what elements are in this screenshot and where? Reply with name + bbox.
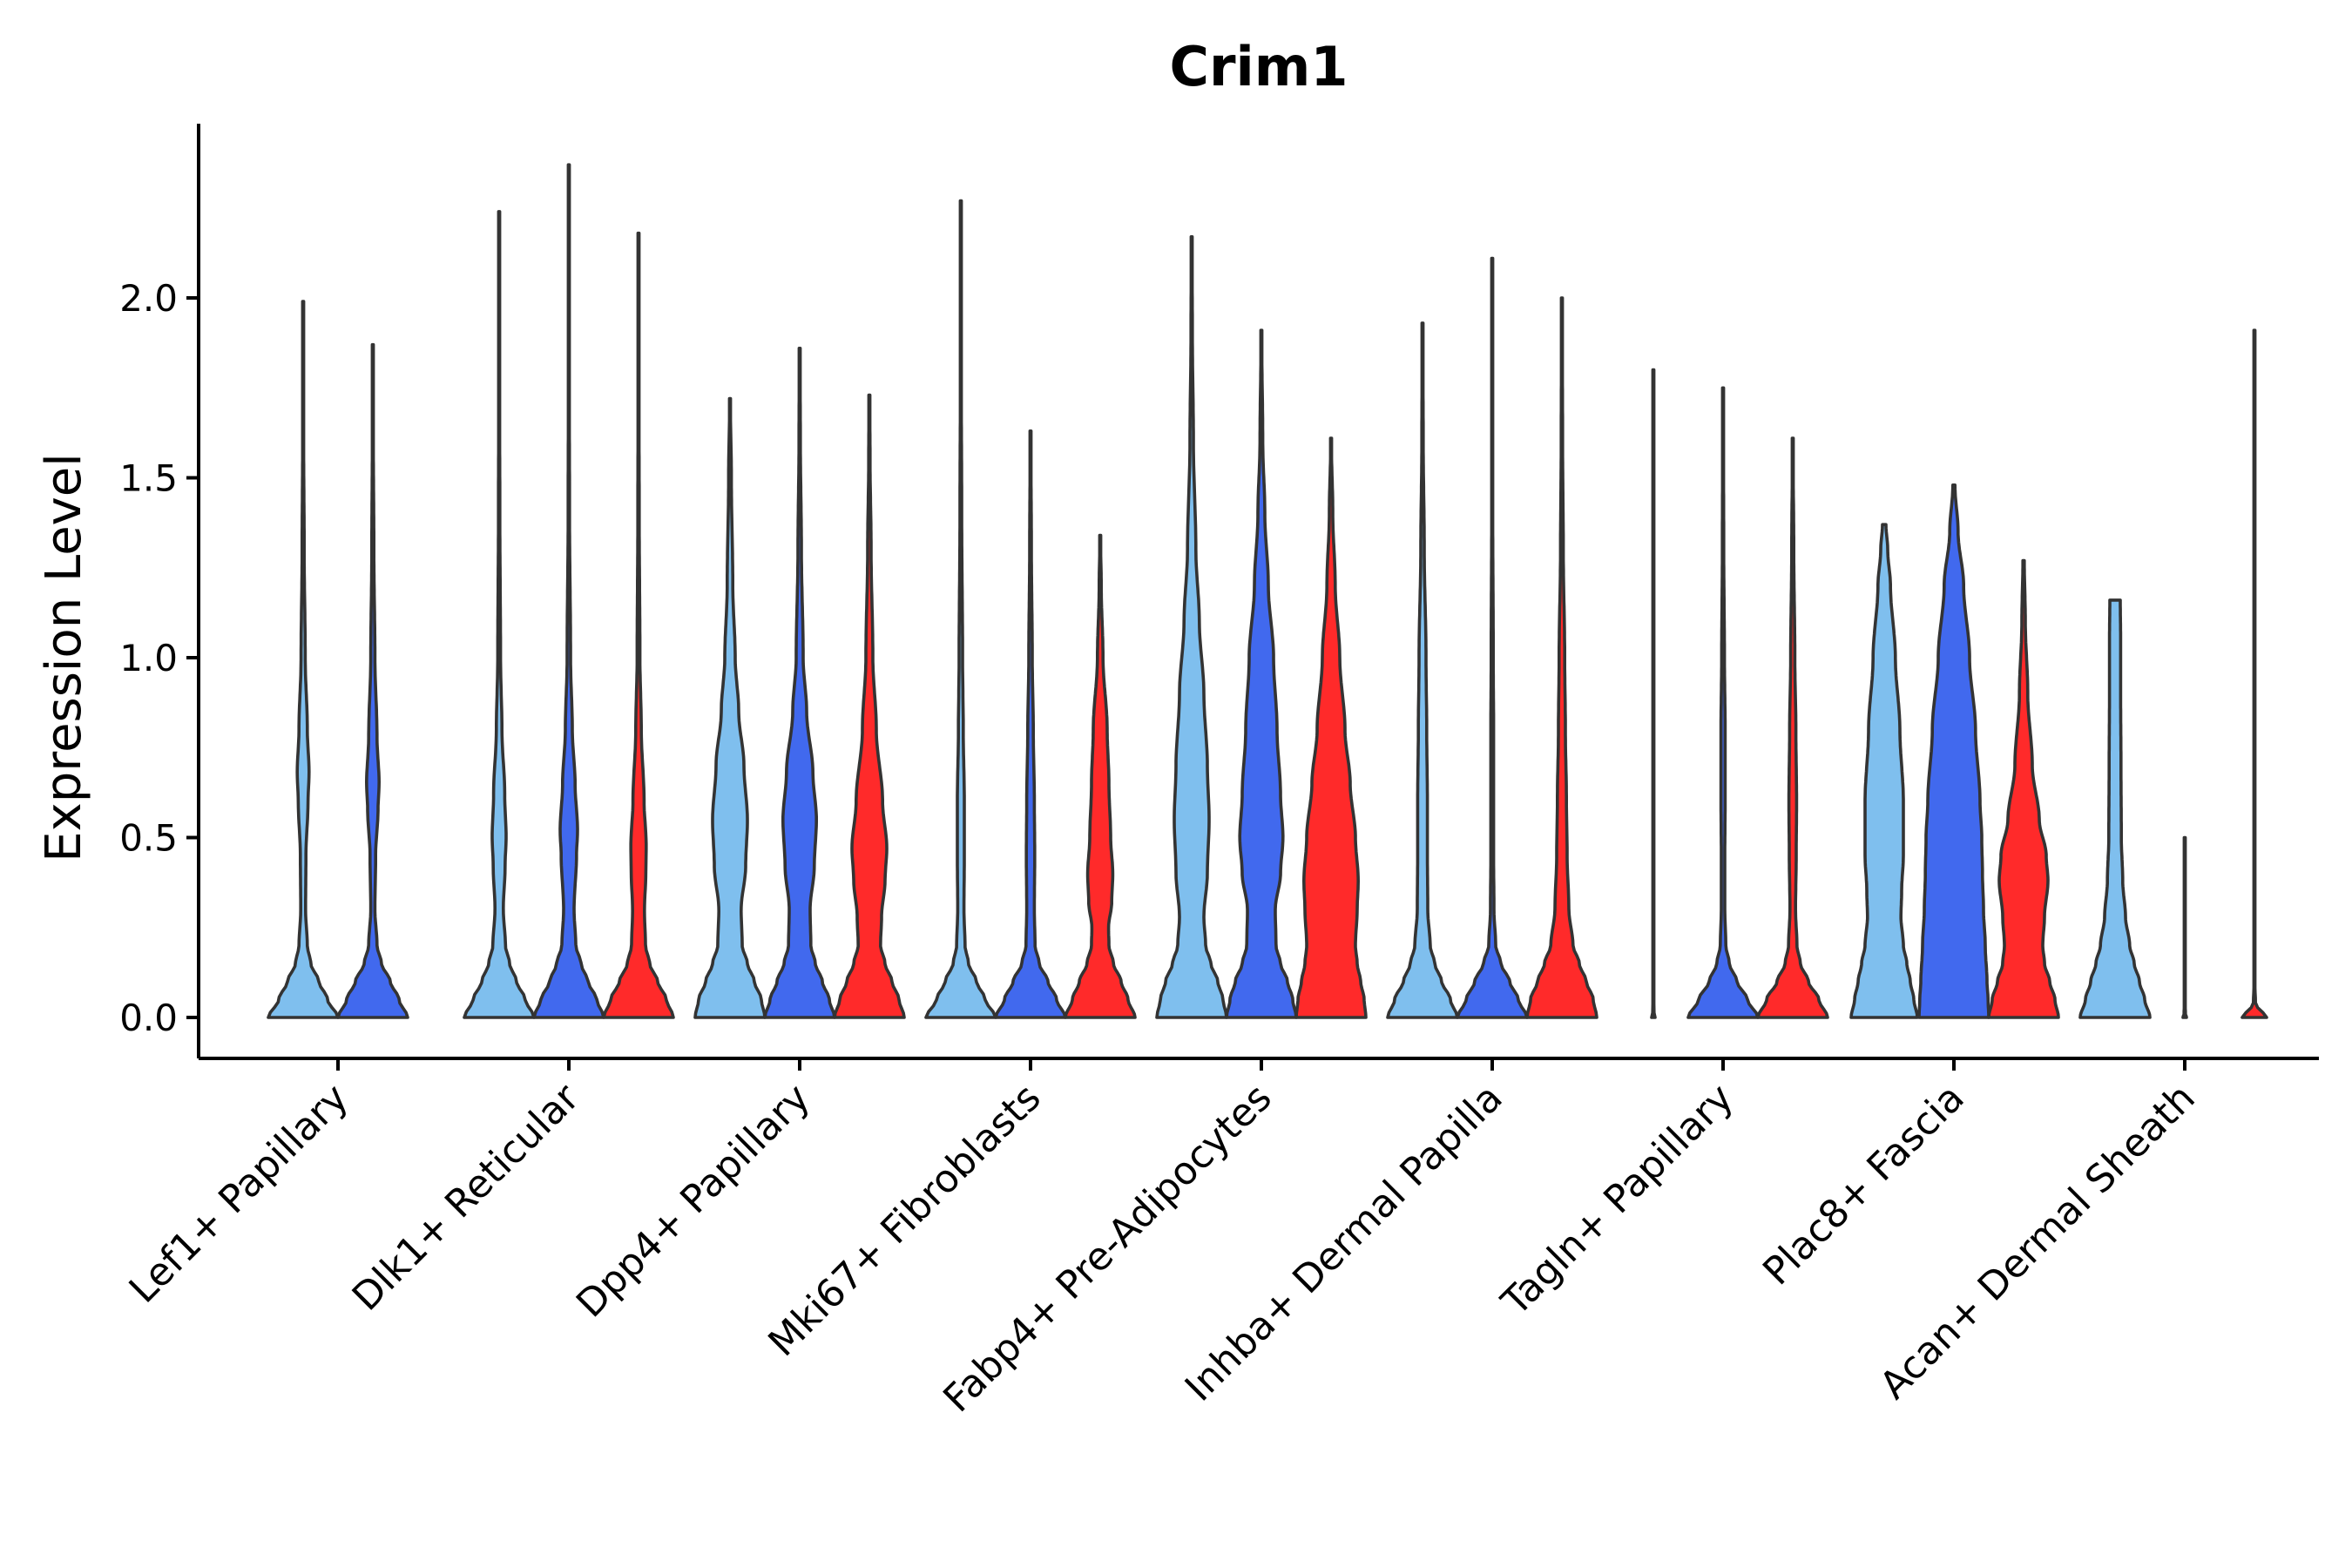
violin-3-0: [924, 199, 997, 1019]
violin-2-1: [763, 347, 836, 1019]
violin-2-0: [693, 396, 767, 1019]
violin-5-1: [1456, 256, 1529, 1019]
violin-6-2: [1756, 436, 1829, 1019]
y-tick-label: 0.5: [119, 817, 178, 860]
violin-1-2: [602, 231, 675, 1019]
violin-4-2: [1294, 436, 1368, 1019]
violin-6-0: [1650, 368, 1657, 1019]
violin-7-1: [1917, 483, 1990, 1019]
y-tick-label: 0.0: [119, 997, 178, 1039]
violin-8-2: [2240, 328, 2268, 1019]
violin-5-2: [1525, 296, 1598, 1019]
y-axis-label: Expression Level: [36, 453, 92, 862]
violin-1-1: [532, 163, 605, 1019]
violin-1-0: [463, 210, 536, 1019]
violin-4-0: [1155, 235, 1228, 1019]
violin-6-1: [1686, 386, 1760, 1019]
y-tick-label: 2.0: [119, 277, 178, 320]
violins-layer: [267, 163, 2268, 1019]
violin-7-0: [1849, 523, 1919, 1019]
y-tick-label: 1.5: [119, 457, 178, 500]
violin-3-2: [1064, 533, 1137, 1019]
violin-8-1: [2181, 835, 2188, 1019]
violin-7-2: [1987, 558, 2060, 1019]
violin-2-2: [833, 393, 906, 1019]
violin-0-0: [267, 300, 340, 1019]
y-axis: 0.0 0.5 1.0 1.5 2.0: [119, 124, 200, 1058]
violin-5-0: [1386, 321, 1459, 1019]
violin-8-0: [2078, 598, 2152, 1019]
violin-4-1: [1225, 328, 1298, 1019]
y-tick-label: 1.0: [119, 637, 178, 679]
violin-0-1: [336, 342, 409, 1019]
violin-3-1: [994, 429, 1067, 1019]
chart-title: Crim1: [1169, 35, 1348, 98]
